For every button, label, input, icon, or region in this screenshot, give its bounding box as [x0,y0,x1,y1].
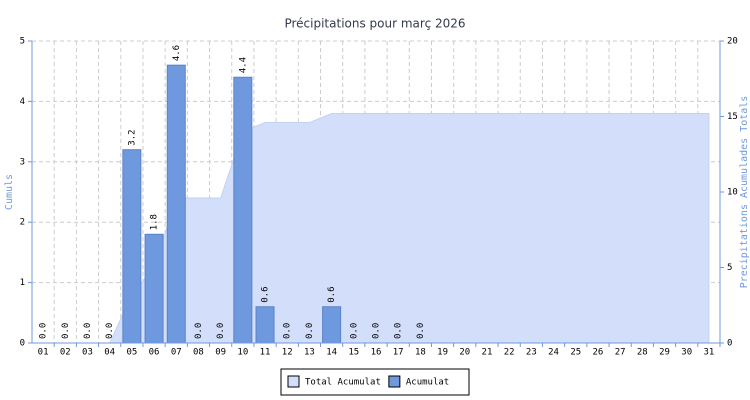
x-tick-label: 19 [437,348,448,358]
value-label: 4.6 [172,45,182,61]
value-label: 0.6 [327,286,337,302]
value-label: 0.0 [349,323,359,339]
x-tick-label: 13 [304,348,315,358]
value-label: 0.0 [39,323,49,339]
x-tick-label: 29 [659,348,670,358]
y2-tick-label: 0 [727,339,732,349]
x-tick-label: 02 [60,348,71,358]
value-label: 4.4 [238,57,248,73]
x-tick-label: 15 [348,348,359,358]
x-tick-label: 31 [703,348,714,358]
y2-tick-label: 5 [727,263,732,273]
value-label: 0.0 [194,323,204,339]
x-tick-label: 18 [415,348,426,358]
x-tick-label: 25 [570,348,581,358]
x-tick-label: 17 [393,348,404,358]
legend-swatch [388,375,401,388]
y-tick-label: 1 [20,278,25,288]
y2-axis-label: Precipitations Acumulades Totals [739,96,750,289]
legend-swatch [287,375,300,388]
y2-tick-label: 20 [727,37,738,47]
x-tick-label: 09 [215,348,226,358]
legend-label: Acumulat [406,378,449,388]
x-tick-label: 05 [126,348,137,358]
value-label: 0.0 [216,323,226,339]
y2-tick-label: 10 [727,188,738,198]
value-label: 0.6 [261,286,271,302]
x-tick-label: 08 [193,348,204,358]
x-tick-label: 11 [260,348,271,358]
y-tick-label: 5 [20,37,25,47]
value-label: 0.0 [283,323,293,339]
value-label: 0.0 [394,323,404,339]
x-tick-label: 22 [504,348,515,358]
x-tick-label: 23 [526,348,537,358]
x-tick-label: 04 [104,348,115,358]
x-tick-label: 20 [459,348,470,358]
x-tick-label: 12 [282,348,293,358]
value-label: 0.0 [416,323,426,339]
y-tick-label: 3 [20,157,25,167]
value-label: 0.0 [105,323,115,339]
y-tick-label: 2 [20,218,25,228]
y2-tick-label: 15 [727,112,738,122]
chart-title: Précipitations pour març 2026 [284,17,465,31]
y-tick-label: 4 [20,97,25,107]
bar [166,64,186,344]
value-label: 0.0 [83,323,93,339]
legend: Total Acumulat Acumulat [280,368,470,396]
bar [255,306,275,344]
value-label: 3.2 [127,129,137,145]
value-label: 0.0 [372,323,382,339]
x-tick-label: 06 [149,348,160,358]
y-tick-label: 0 [20,339,25,349]
value-label: 0.0 [61,323,71,339]
x-tick-label: 16 [371,348,382,358]
x-tick-label: 28 [637,348,648,358]
value-label: 0.0 [305,323,315,339]
value-label: 1.8 [150,214,160,230]
x-tick-label: 14 [326,348,337,358]
bar [122,149,142,344]
legend-label: Total Acumulat [305,378,381,388]
x-tick-label: 10 [237,348,248,358]
x-tick-label: 07 [171,348,182,358]
x-tick-label: 01 [38,348,49,358]
bar [144,233,164,344]
bar [322,306,342,344]
x-tick-label: 24 [548,348,559,358]
x-tick-label: 03 [82,348,93,358]
x-tick-label: 21 [482,348,493,358]
legend-box [280,368,470,396]
bar [233,76,253,344]
x-tick-label: 26 [593,348,604,358]
x-tick-label: 27 [615,348,626,358]
y-axis-label: Cumuls [4,174,15,210]
x-tick-label: 30 [681,348,692,358]
